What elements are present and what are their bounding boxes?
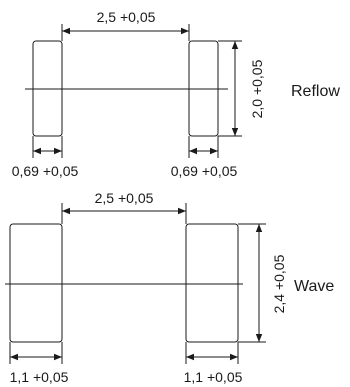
wave-section — [5, 203, 266, 364]
wave-left-pad — [9, 223, 63, 343]
reflow-height-label: 2,0 +0,05 — [249, 59, 265, 118]
wave-right-width-label: 1,1 +0,05 — [184, 369, 243, 385]
wave-right-pad — [185, 223, 239, 343]
reflow-left-width-label: 0,69 +0,05 — [12, 163, 79, 179]
wave-height-label: 2,4 +0,05 — [271, 254, 287, 313]
reflow-spacing-label: 2,5 +0,05 — [97, 9, 156, 25]
wave-title: Wave — [294, 278, 334, 295]
reflow-title: Reflow — [291, 83, 340, 100]
reflow-section — [25, 24, 242, 158]
reflow-right-width-label: 0,69 +0,05 — [171, 163, 238, 179]
wave-spacing-label: 2,5 +0,05 — [95, 190, 154, 206]
wave-left-width-label: 1,1 +0,05 — [10, 369, 69, 385]
